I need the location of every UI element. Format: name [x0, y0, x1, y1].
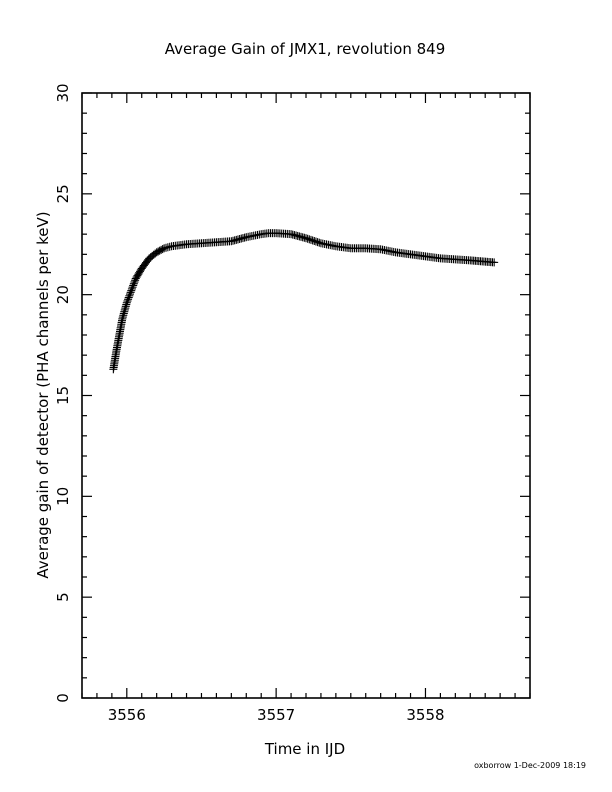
y-tick-label: 5 [54, 592, 72, 602]
y-tick-label: 30 [54, 83, 72, 102]
data-point [310, 237, 319, 246]
data-point [315, 238, 324, 247]
data-point [306, 235, 315, 244]
data-point [126, 290, 134, 299]
data-point [311, 237, 320, 246]
y-tick-label: 10 [54, 487, 72, 506]
y-axis-label: Average gain of detector (PHA channels p… [34, 211, 52, 578]
data-point [127, 286, 136, 295]
y-tick-label: 25 [54, 184, 72, 203]
data-points [109, 229, 499, 374]
data-point [129, 281, 138, 290]
plot-frame [81, 92, 531, 699]
data-point [126, 288, 135, 297]
chart-title: Average Gain of JMX1, revolution 849 [165, 40, 446, 58]
data-point [123, 297, 132, 306]
y-tick-label: 20 [54, 285, 72, 304]
x-tick-label: 3558 [406, 706, 444, 724]
data-point [302, 234, 310, 243]
x-axis-label: Time in IJD [264, 740, 345, 758]
data-point [313, 238, 322, 247]
data-point [125, 291, 134, 300]
x-tick-labels: 3556 3557 3558 [108, 706, 445, 724]
y-tick-labels: 0 5 10 15 20 25 30 [54, 83, 72, 702]
data-point [124, 295, 133, 304]
data-point [128, 283, 137, 292]
axis-ticks [81, 92, 531, 699]
y-tick-label: 15 [54, 386, 72, 405]
data-point [130, 277, 139, 286]
data-point [308, 236, 317, 245]
data-point [305, 235, 314, 244]
x-tick-label: 3556 [108, 706, 146, 724]
data-point [122, 298, 131, 307]
data-point [129, 279, 138, 288]
data-point [124, 293, 133, 302]
data-point [127, 284, 136, 293]
footer-stamp: oxborrow 1-Dec-2009 18:19 [474, 761, 586, 770]
data-point [158, 245, 167, 254]
y-tick-label: 0 [54, 693, 72, 703]
x-tick-label: 3557 [257, 706, 295, 724]
data-point [303, 234, 312, 243]
data-point [490, 258, 499, 267]
